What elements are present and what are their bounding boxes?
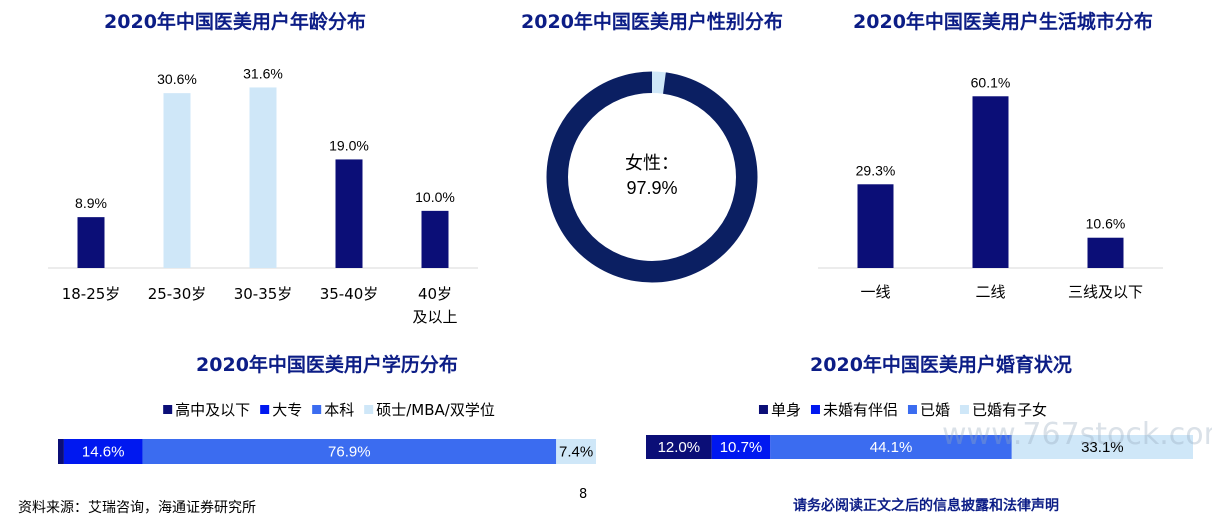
legend-item: 大专 bbox=[260, 399, 302, 420]
age-category-label: 30-35岁 bbox=[234, 285, 293, 303]
age-category-label: 18-25岁 bbox=[62, 285, 121, 303]
legend-swatch bbox=[163, 405, 173, 414]
city-bar bbox=[857, 184, 894, 268]
marital-segment-label: 33.1% bbox=[1081, 439, 1124, 456]
age-category-label: 35-40岁 bbox=[320, 285, 379, 303]
age-bar bbox=[163, 93, 191, 269]
legend-label: 单身 bbox=[770, 401, 801, 419]
legend-swatch bbox=[260, 405, 270, 414]
disclaimer-text: 请务必阅读正文之后的信息披露和法律声明 bbox=[793, 498, 1059, 514]
legend-label: 本科 bbox=[324, 401, 355, 419]
city-category-label: 二线 bbox=[975, 283, 1005, 301]
marital-segment-label: 44.1% bbox=[870, 439, 913, 456]
gender-chart-title: 2020年中国医美用户性别分布 bbox=[521, 11, 783, 33]
age-bar-label: 31.6% bbox=[243, 65, 283, 81]
age-bar bbox=[77, 217, 105, 268]
legend-label: 已婚有子女 bbox=[972, 401, 1048, 419]
education-chart-title: 2020年中国医美用户学历分布 bbox=[196, 354, 458, 376]
marital-segment bbox=[1011, 435, 1193, 459]
education-segment bbox=[58, 439, 64, 464]
city-category-label: 三线及以下 bbox=[1068, 283, 1143, 301]
legend-label: 硕士/MBA/双学位 bbox=[376, 401, 495, 419]
age-category-label: 及以上 bbox=[412, 308, 457, 326]
age-bar bbox=[421, 210, 449, 268]
donut-slice-female bbox=[546, 71, 758, 283]
legend-label: 已婚 bbox=[920, 401, 951, 419]
city-bar-label: 60.1% bbox=[971, 74, 1011, 90]
legend-item: 已婚有子女 bbox=[960, 399, 1047, 420]
marital-legend: 单身 未婚有伴侣 已婚 已婚有子女 bbox=[758, 399, 1057, 420]
marital-segment bbox=[646, 435, 712, 459]
education-segment bbox=[556, 439, 596, 464]
education-segment bbox=[63, 439, 143, 464]
legend-swatch bbox=[758, 405, 768, 414]
marital-chart-title: 2020年中国医美用户婚育状况 bbox=[810, 354, 1072, 376]
legend-swatch bbox=[810, 405, 820, 414]
marital-segment-label: 12.0% bbox=[658, 439, 701, 456]
education-segment-label: 7.4% bbox=[559, 444, 593, 461]
legend-swatch bbox=[960, 405, 970, 414]
age-category-label: 25-30岁 bbox=[148, 285, 207, 303]
age-bar bbox=[335, 159, 363, 268]
age-bar-label: 30.6% bbox=[157, 71, 197, 87]
age-bar-label: 10.0% bbox=[415, 189, 455, 205]
education-segment-label: 14.6% bbox=[82, 444, 125, 461]
donut-center-label: 女性： bbox=[625, 153, 679, 174]
city-bar-label: 10.6% bbox=[1086, 216, 1126, 232]
legend-swatch bbox=[364, 405, 374, 414]
city-bar bbox=[972, 96, 1009, 269]
marital-segment bbox=[711, 435, 771, 459]
donut-outer-edge bbox=[545, 70, 759, 284]
legend-item: 未婚有伴侣 bbox=[810, 399, 898, 420]
page-number: 8 bbox=[579, 487, 588, 502]
education-segment bbox=[142, 439, 557, 464]
legend-swatch bbox=[908, 405, 917, 414]
marital-segment bbox=[770, 435, 1012, 459]
legend-item: 本科 bbox=[312, 399, 354, 420]
age-bar-label: 8.9% bbox=[75, 195, 107, 211]
donut-center-value: 97.9% bbox=[626, 178, 677, 198]
city-chart-title: 2020年中国医美用户生活城市分布 bbox=[853, 11, 1153, 33]
age-category-label: 40岁 bbox=[418, 285, 452, 303]
city-bar-label: 29.3% bbox=[856, 162, 896, 178]
legend-item: 已婚 bbox=[908, 399, 950, 420]
legend-item: 高中及以下 bbox=[163, 399, 250, 420]
legend-label: 高中及以下 bbox=[175, 401, 251, 419]
legend-item: 单身 bbox=[758, 399, 801, 420]
legend-label: 未婚有伴侣 bbox=[822, 401, 898, 419]
age-bar-label: 19.0% bbox=[329, 137, 369, 153]
marital-segment-label: 10.7% bbox=[720, 439, 763, 456]
education-segment-label: 76.9% bbox=[328, 444, 371, 461]
city-category-label: 一线 bbox=[860, 283, 890, 301]
age-chart-title: 2020年中国医美用户年龄分布 bbox=[104, 11, 366, 33]
legend-item: 硕士/MBA/双学位 bbox=[364, 399, 495, 420]
legend-label: 大专 bbox=[272, 401, 303, 419]
legend-swatch bbox=[312, 405, 322, 414]
education-legend: 高中及以下 大专 本科 硕士/MBA/双学位 bbox=[163, 399, 505, 420]
watermark: www.767stock.com bbox=[942, 417, 1212, 452]
age-bar bbox=[249, 87, 277, 268]
city-bar bbox=[1087, 237, 1124, 268]
source-note: 资料来源：艾瑞咨询，海通证券研究所 bbox=[18, 500, 256, 516]
